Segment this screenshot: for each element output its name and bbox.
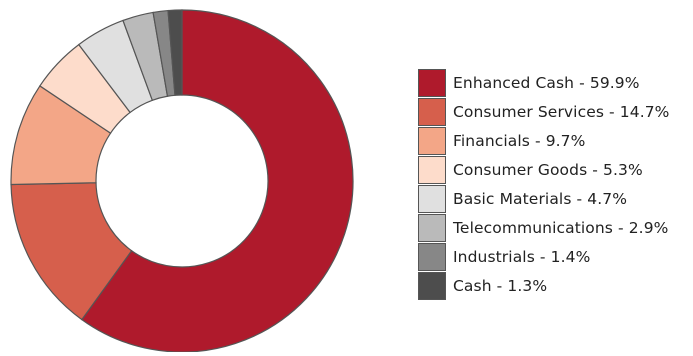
chart-legend: Enhanced Cash - 59.9% Consumer Services -… xyxy=(418,68,693,300)
legend-swatch-basic-materials xyxy=(418,184,446,213)
legend-item-financials: Financials - 9.7% xyxy=(418,126,693,155)
legend-item-basic-materials: Basic Materials - 4.7% xyxy=(418,184,693,213)
legend-swatch-consumer-services xyxy=(418,97,446,126)
legend-item-cash: Cash - 1.3% xyxy=(418,271,693,300)
legend-swatch-enhanced-cash xyxy=(418,68,446,97)
legend-swatch-consumer-goods xyxy=(418,155,446,184)
legend-item-enhanced-cash: Enhanced Cash - 59.9% xyxy=(418,68,693,97)
legend-label-industrials: Industrials - 1.4% xyxy=(453,247,591,266)
legend-swatch-telecommunications xyxy=(418,213,446,242)
legend-label-telecommunications: Telecommunications - 2.9% xyxy=(453,218,669,237)
legend-swatch-financials xyxy=(418,126,446,155)
legend-label-consumer-goods: Consumer Goods - 5.3% xyxy=(453,160,643,179)
legend-swatch-industrials xyxy=(418,242,446,271)
donut-slice-cash xyxy=(167,9,183,96)
legend-label-financials: Financials - 9.7% xyxy=(453,131,586,150)
legend-item-consumer-goods: Consumer Goods - 5.3% xyxy=(418,155,693,184)
legend-item-industrials: Industrials - 1.4% xyxy=(418,242,693,271)
legend-label-consumer-services: Consumer Services - 14.7% xyxy=(453,102,670,121)
legend-item-telecommunications: Telecommunications - 2.9% xyxy=(418,213,693,242)
legend-swatch-cash xyxy=(418,271,446,300)
donut-slice-enhanced-cash xyxy=(80,9,354,353)
legend-label-enhanced-cash: Enhanced Cash - 59.9% xyxy=(453,73,640,92)
legend-item-consumer-services: Consumer Services - 14.7% xyxy=(418,97,693,126)
legend-label-basic-materials: Basic Materials - 4.7% xyxy=(453,189,628,208)
legend-label-cash: Cash - 1.3% xyxy=(453,276,548,295)
